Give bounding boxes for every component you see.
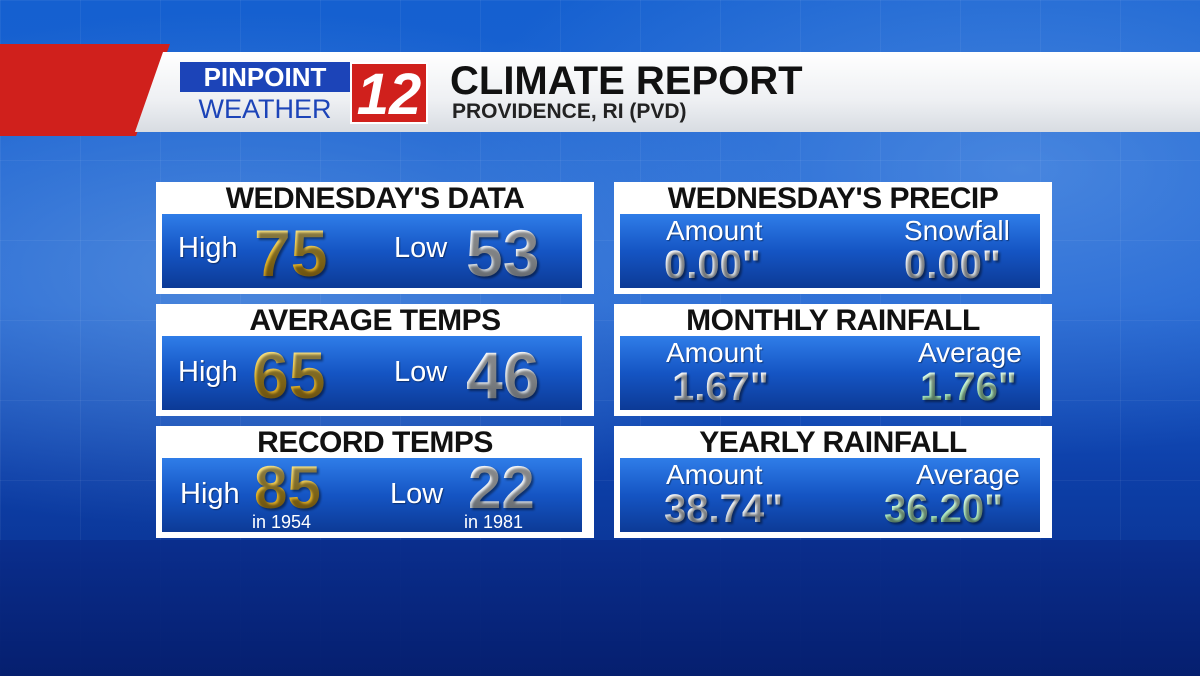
high-value: 65 bbox=[252, 338, 326, 412]
high-label: High bbox=[180, 478, 240, 510]
amount-label: Amount bbox=[666, 337, 763, 368]
amount-value: 0.00" bbox=[664, 243, 761, 287]
panel-title: AVERAGE TEMPS bbox=[249, 304, 501, 337]
high-value: 85 bbox=[254, 454, 321, 521]
panel-wednesday-data: WEDNESDAY'S DATA High 75 Low 53 bbox=[156, 182, 594, 294]
snowfall-label: Snowfall bbox=[904, 215, 1010, 246]
amount-value: 38.74" bbox=[664, 487, 784, 531]
panel-body: Amount 0.00" Snowfall 0.00" bbox=[620, 214, 1040, 288]
low-label: Low bbox=[394, 232, 448, 264]
panel-title: WEDNESDAY'S DATA bbox=[225, 182, 525, 215]
panel-title: RECORD TEMPS bbox=[257, 426, 493, 459]
amount-label: Amount bbox=[666, 215, 763, 246]
high-value: 75 bbox=[254, 216, 328, 290]
average-label: Average bbox=[918, 337, 1022, 368]
amount-value: 1.67" bbox=[672, 365, 769, 409]
panel-body: Amount 1.67" Average 1.76" bbox=[620, 336, 1040, 410]
average-value: 1.76" bbox=[920, 365, 1017, 409]
high-label: High bbox=[178, 356, 238, 388]
low-record-year: in 1981 bbox=[464, 512, 524, 532]
high-label: High bbox=[178, 232, 238, 264]
average-value: 36.20" bbox=[884, 487, 1004, 531]
panel-wednesday-precip: WEDNESDAY'S PRECIP Amount 0.00" Snowfall… bbox=[614, 182, 1052, 294]
low-value: 46 bbox=[466, 338, 540, 412]
page-subtitle: PROVIDENCE, RI (PVD) bbox=[452, 100, 687, 123]
panel-body: High 85 in 1954 Low 22 in 1981 bbox=[162, 458, 582, 532]
average-label: Average bbox=[916, 459, 1020, 490]
panel-average-temps: AVERAGE TEMPS High 65 Low 46 bbox=[156, 304, 594, 416]
background-floor bbox=[0, 540, 1200, 676]
panel-title: YEARLY RAINFALL bbox=[699, 426, 967, 459]
station-logo: PINPOINT WEATHER 12 bbox=[180, 62, 430, 126]
panel-title: WEDNESDAY'S PRECIP bbox=[667, 182, 999, 215]
low-label: Low bbox=[394, 356, 448, 388]
snowfall-value: 0.00" bbox=[904, 243, 1001, 287]
panel-record-temps: RECORD TEMPS High 85 in 1954 Low 22 in 1… bbox=[156, 426, 594, 538]
low-value: 53 bbox=[466, 216, 540, 290]
panel-body: High 65 Low 46 bbox=[162, 336, 582, 410]
panel-monthly-rainfall: MONTHLY RAINFALL Amount 1.67" Average 1.… bbox=[614, 304, 1052, 416]
panel-yearly-rainfall: YEARLY RAINFALL Amount 38.74" Average 36… bbox=[614, 426, 1052, 538]
high-record-year: in 1954 bbox=[252, 512, 312, 532]
low-label: Low bbox=[390, 478, 444, 510]
low-value: 22 bbox=[468, 454, 535, 521]
panel-body: Amount 38.74" Average 36.20" bbox=[620, 458, 1040, 532]
logo-pinpoint-text: PINPOINT bbox=[180, 62, 350, 92]
panel-title: MONTHLY RAINFALL bbox=[686, 304, 980, 337]
page-title: CLIMATE REPORT bbox=[450, 59, 803, 103]
amount-label: Amount bbox=[666, 459, 763, 490]
panel-body: High 75 Low 53 bbox=[162, 214, 582, 288]
logo-weather-text: WEATHER bbox=[198, 94, 332, 124]
logo-channel-number: 12 bbox=[350, 62, 428, 126]
